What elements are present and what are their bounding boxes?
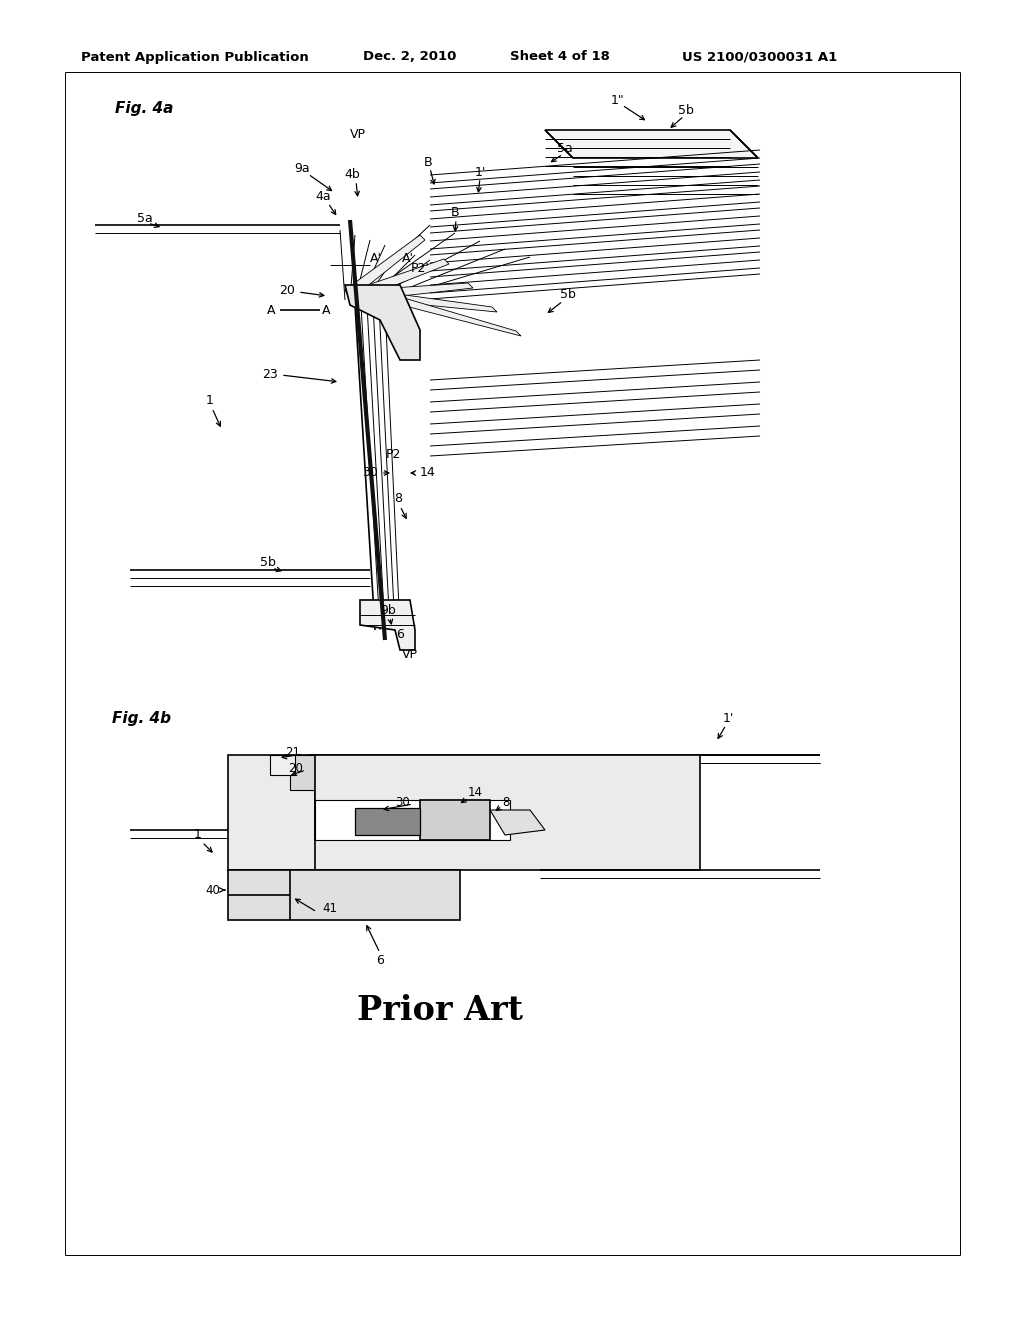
Text: A: A	[322, 304, 331, 317]
Text: B: B	[451, 206, 460, 219]
Polygon shape	[361, 282, 473, 300]
Polygon shape	[355, 808, 420, 836]
Text: P2': P2'	[411, 261, 429, 275]
Text: 8: 8	[502, 796, 509, 808]
Polygon shape	[353, 259, 449, 300]
Polygon shape	[345, 235, 425, 300]
Polygon shape	[270, 755, 295, 775]
Text: 4a: 4a	[315, 190, 331, 203]
Text: 30: 30	[362, 466, 378, 479]
Text: 30: 30	[395, 796, 410, 808]
Text: 1': 1'	[474, 165, 485, 178]
Polygon shape	[490, 810, 545, 836]
Text: Dec. 2, 2010: Dec. 2, 2010	[364, 50, 457, 63]
Text: 14: 14	[420, 466, 436, 479]
Text: Prior Art: Prior Art	[357, 994, 523, 1027]
Text: 14: 14	[468, 787, 483, 800]
Polygon shape	[270, 755, 315, 789]
Polygon shape	[228, 755, 380, 870]
Text: P2: P2	[385, 449, 400, 462]
Text: VP: VP	[402, 648, 418, 661]
Text: Fig. 4b: Fig. 4b	[112, 710, 171, 726]
Polygon shape	[345, 285, 420, 360]
Text: 1': 1'	[722, 711, 733, 725]
Text: 20: 20	[280, 284, 295, 297]
Text: 8: 8	[394, 491, 402, 504]
Text: 41: 41	[323, 902, 338, 915]
Polygon shape	[315, 755, 700, 870]
Text: A': A'	[370, 252, 382, 264]
Text: A: A	[266, 304, 275, 317]
Text: 1: 1	[195, 829, 202, 842]
Polygon shape	[228, 870, 460, 920]
Text: US 2100/0300031 A1: US 2100/0300031 A1	[682, 50, 838, 63]
Text: Fig. 4a: Fig. 4a	[115, 100, 173, 116]
Text: 5a: 5a	[137, 211, 153, 224]
Polygon shape	[315, 800, 510, 840]
Text: 21: 21	[285, 746, 300, 759]
Text: 9a: 9a	[294, 161, 310, 174]
Text: 1": 1"	[611, 94, 625, 107]
Text: 40: 40	[205, 883, 220, 896]
Text: 5b: 5b	[260, 557, 275, 569]
Text: 5b: 5b	[560, 289, 575, 301]
Text: 9b: 9b	[380, 603, 396, 616]
Text: 5b: 5b	[678, 103, 694, 116]
Text: 4b: 4b	[344, 169, 359, 181]
Text: Patent Application Publication: Patent Application Publication	[81, 50, 309, 63]
Text: 6: 6	[396, 628, 403, 642]
Text: 6: 6	[376, 953, 384, 966]
Text: Sheet 4 of 18: Sheet 4 of 18	[510, 50, 610, 63]
Text: A': A'	[402, 252, 414, 264]
Text: B: B	[424, 156, 432, 169]
Polygon shape	[420, 800, 490, 840]
Text: 5a: 5a	[557, 141, 572, 154]
Polygon shape	[545, 129, 758, 158]
Polygon shape	[369, 290, 497, 312]
Text: 23: 23	[262, 368, 278, 381]
Polygon shape	[360, 601, 415, 649]
Text: VP: VP	[350, 128, 366, 141]
Polygon shape	[377, 290, 521, 337]
Text: 1: 1	[206, 393, 214, 407]
Text: 20: 20	[288, 762, 303, 775]
